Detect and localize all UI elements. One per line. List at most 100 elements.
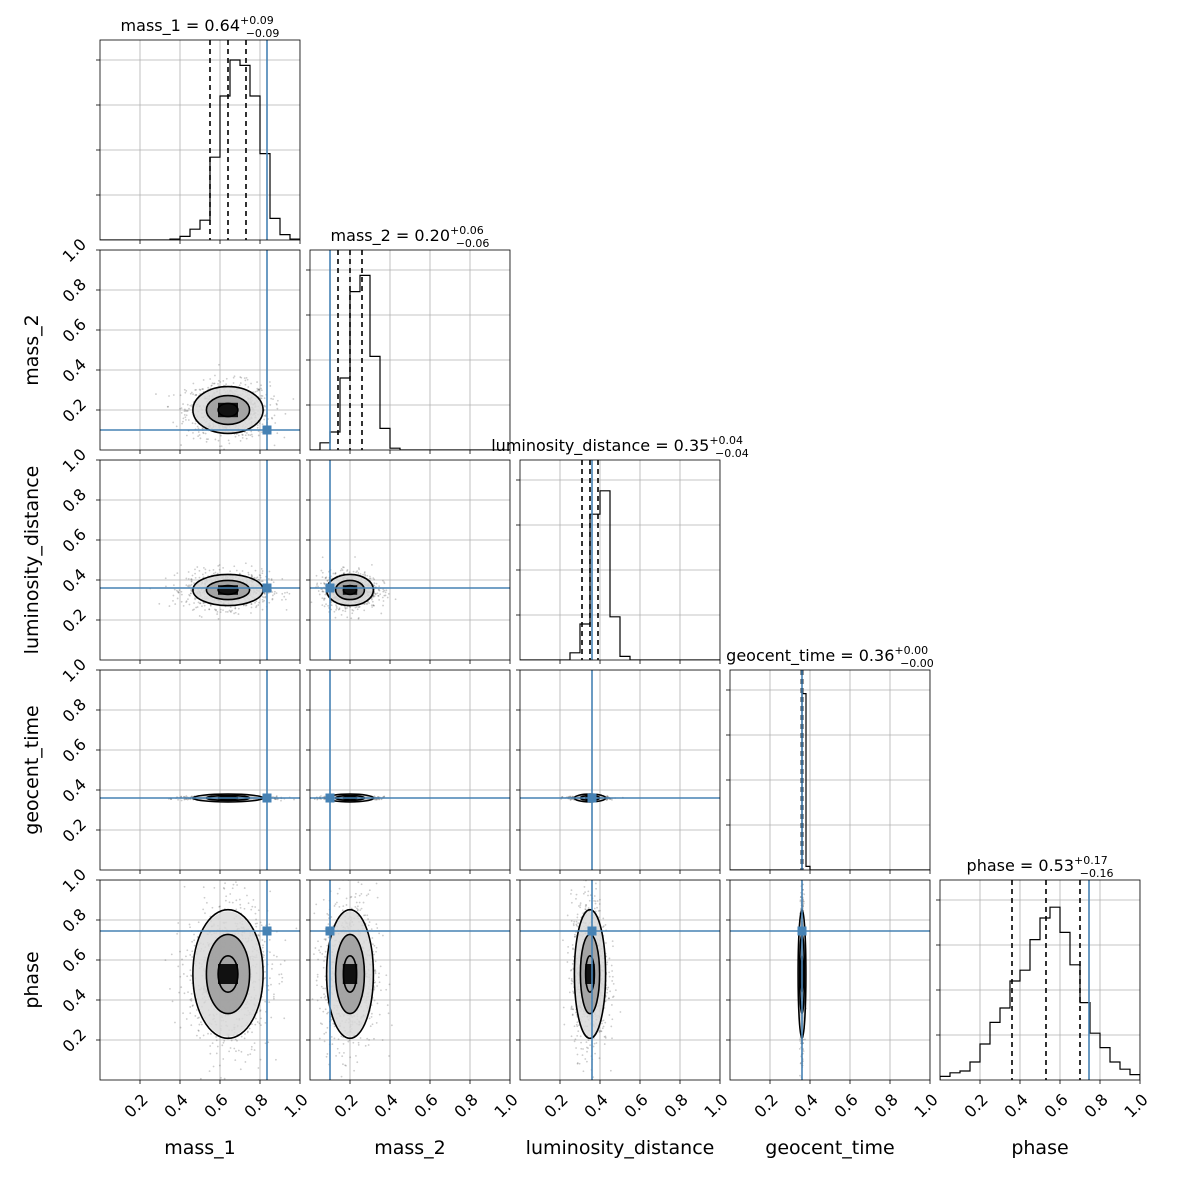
- sample-point: [251, 435, 254, 438]
- sample-point: [254, 569, 257, 572]
- sample-point: [168, 605, 171, 607]
- sample-point: [206, 456, 208, 458]
- sample-point: [177, 590, 179, 593]
- sample-point: [167, 405, 169, 408]
- sample-point: [222, 566, 225, 569]
- sample-point: [196, 425, 199, 428]
- sample-point: [213, 382, 215, 385]
- sample-point: [247, 573, 250, 576]
- sample-point: [334, 616, 337, 619]
- sample-point: [190, 583, 193, 586]
- sample-point: [346, 569, 349, 571]
- sample-point: [357, 567, 360, 569]
- sample-point: [198, 569, 201, 572]
- sample-point: [335, 608, 337, 611]
- sample-point: [189, 592, 192, 595]
- sample-point: [194, 389, 197, 391]
- y-tick-label: 0.8: [59, 695, 90, 726]
- sample-point: [257, 604, 260, 606]
- sample-point: [326, 579, 329, 582]
- sample-point: [188, 407, 190, 410]
- sample-point: [261, 570, 264, 572]
- sample-point: [164, 577, 167, 580]
- panel-content: [100, 460, 300, 660]
- sample-point: [359, 573, 362, 575]
- sample-point: [270, 397, 273, 400]
- sample-point: [165, 585, 167, 588]
- sample-point: [260, 389, 263, 392]
- title-plus: +0.09: [240, 14, 274, 27]
- contour-2: [334, 579, 366, 601]
- sample-point: [383, 594, 386, 597]
- sample-point: [199, 602, 202, 605]
- sample-point: [190, 580, 193, 583]
- sample-point: [198, 434, 201, 436]
- sample-point: [335, 604, 337, 607]
- sample-point: [189, 404, 192, 407]
- sample-point: [180, 593, 183, 596]
- sample-point: [252, 391, 255, 394]
- sample-point: [258, 579, 261, 581]
- sample-point: [260, 397, 263, 400]
- sample-point: [339, 569, 342, 572]
- sample-point: [215, 465, 217, 467]
- sample-point: [356, 608, 359, 611]
- sample-point: [383, 795, 386, 798]
- sample-point: [180, 795, 183, 798]
- truth-marker: [325, 793, 335, 803]
- sample-point: [202, 432, 205, 435]
- sample-point: [176, 572, 179, 575]
- sample-point: [272, 581, 275, 584]
- sample-point: [189, 798, 192, 801]
- sample-point: [219, 611, 222, 614]
- sample-point: [338, 608, 341, 611]
- sample-point: [263, 397, 266, 400]
- sample-point: [386, 596, 389, 599]
- sample-point: [275, 402, 278, 405]
- sample-point: [250, 565, 253, 568]
- sample-point: [237, 613, 240, 615]
- sample-point: [323, 599, 325, 601]
- sample-point: [193, 602, 195, 604]
- panel-content: [100, 670, 300, 870]
- sample-point: [365, 602, 368, 605]
- sample-point: [230, 611, 232, 613]
- title-text: mass_2 = 0.20: [331, 226, 450, 246]
- sample-point: [215, 609, 218, 611]
- sample-point: [222, 609, 224, 612]
- sample-point: [183, 388, 186, 391]
- sample-point: [262, 596, 265, 599]
- sample-point: [372, 604, 375, 607]
- sample-point: [274, 422, 277, 424]
- sample-point: [257, 434, 260, 437]
- sample-point: [199, 437, 202, 440]
- sample-point: [229, 570, 232, 573]
- sample-point: [377, 594, 380, 597]
- sample-point: [185, 577, 188, 580]
- panel-frame: [99, 39, 301, 241]
- sample-point: [185, 600, 188, 603]
- sample-point: [316, 582, 319, 585]
- sample-point: [188, 603, 191, 606]
- density-peak: [342, 585, 358, 595]
- sample-point: [373, 795, 376, 798]
- sample-point: [204, 609, 206, 611]
- sample-point: [210, 385, 213, 387]
- sample-point: [334, 572, 337, 574]
- sample-point: [378, 798, 381, 801]
- sample-point: [232, 376, 235, 379]
- sample-point: [250, 433, 253, 436]
- sample-point: [250, 382, 252, 385]
- sample-point: [261, 595, 264, 598]
- sample-point: [225, 610, 227, 613]
- sample-point: [182, 403, 184, 405]
- sample-point: [383, 589, 386, 592]
- histogram-mass_2: [310, 274, 510, 450]
- sample-point: [185, 414, 188, 417]
- sample-point: [321, 576, 324, 579]
- sample-point: [244, 383, 247, 386]
- sample-point: [323, 597, 325, 600]
- sample-point: [264, 414, 267, 417]
- sample-point: [384, 591, 387, 594]
- sample-point: [186, 585, 189, 588]
